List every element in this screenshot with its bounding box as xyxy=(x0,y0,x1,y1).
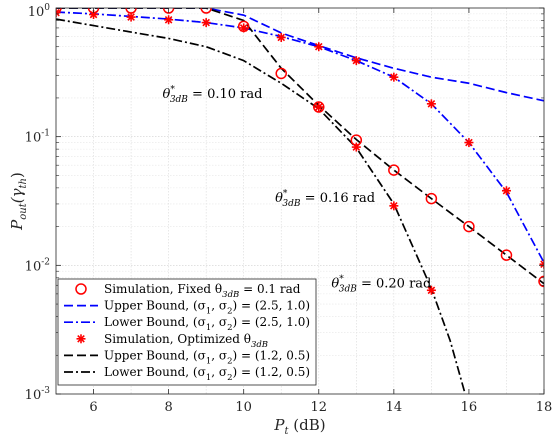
annotation: θ* 3dB = 0.20 rad xyxy=(331,275,431,295)
star-stroke xyxy=(314,103,323,111)
x-tick-label: 6 xyxy=(89,400,97,415)
star-marker xyxy=(501,186,511,196)
circle-marker xyxy=(313,101,325,113)
star-marker xyxy=(426,99,436,109)
star-stroke xyxy=(56,8,60,14)
star-marker xyxy=(351,142,361,152)
circle-marker xyxy=(275,67,287,80)
star-stroke xyxy=(502,186,511,195)
star-marker xyxy=(539,259,544,269)
star-marker xyxy=(314,42,324,52)
star-stroke xyxy=(352,56,361,65)
star-stroke xyxy=(390,202,398,210)
star-stroke xyxy=(202,18,210,27)
star-marker xyxy=(239,23,249,33)
star-stroke xyxy=(540,260,544,266)
star-stroke xyxy=(89,10,98,19)
y-tick-label: 10-3 xyxy=(25,386,51,403)
x-tick-label: 10 xyxy=(235,400,252,415)
legend-label: Simulation, Optimized θ3dB xyxy=(104,332,268,350)
star-marker xyxy=(389,201,399,211)
star-marker xyxy=(426,285,436,295)
legend-label: Upper Bound, (σ1, σ2) = (1.2, 0.5) xyxy=(104,348,310,366)
star-stroke xyxy=(56,11,60,17)
circle-marker xyxy=(500,249,513,261)
star-stroke xyxy=(390,73,398,81)
star-marker xyxy=(201,18,211,28)
star-stroke xyxy=(314,42,323,51)
legend-label: Lower Bound, (σ1, σ2) = (2.5, 1.0) xyxy=(104,315,310,333)
star-stroke xyxy=(77,334,85,343)
star-marker xyxy=(56,8,61,18)
star-marker xyxy=(126,12,136,22)
star-stroke xyxy=(127,13,135,21)
y-tick-label: 10-1 xyxy=(25,129,50,146)
star-stroke xyxy=(239,24,248,32)
star-stroke xyxy=(352,143,361,151)
y-axis-label: Pout(γth) xyxy=(8,172,29,231)
x-tick-label: 12 xyxy=(310,400,327,415)
axis-labels: Pt (dB) Pout(γth) xyxy=(8,172,326,437)
ticks: 6 8 10 12 14 16 18 10-3 10-2 10-1 100 xyxy=(25,3,552,415)
legend-symbol xyxy=(75,283,87,295)
circle-marker xyxy=(538,275,544,288)
y-tick-label: 10-2 xyxy=(25,257,50,274)
plot-frame xyxy=(55,7,545,395)
annotations: θ* 3dB = 0.10 rad θ* 3dB = 0.16 rad θ* 3dB = … xyxy=(162,85,431,295)
star-marker xyxy=(389,72,399,82)
circle-marker xyxy=(200,8,212,14)
star-stroke xyxy=(427,100,436,108)
legend-label: Simulation, Fixed θ3dB = 0.1 rad xyxy=(104,282,301,300)
star-marker xyxy=(351,56,361,66)
star-marker xyxy=(276,32,286,42)
legend-box xyxy=(57,278,317,386)
star-stroke xyxy=(465,138,473,147)
star-stroke xyxy=(427,286,436,295)
star-marker xyxy=(464,138,474,148)
y-tick-label: 100 xyxy=(28,3,51,20)
star-marker xyxy=(76,334,86,344)
legend-label: Upper Bound, (σ1, σ2) = (2.5, 1.0) xyxy=(104,299,310,317)
legend-label: Lower Bound, (σ1, σ2) = (1.2, 0.5) xyxy=(104,365,310,383)
annotation: θ* 3dB = 0.16 rad xyxy=(275,189,375,209)
star-marker xyxy=(164,15,174,25)
circle-marker xyxy=(425,192,438,205)
series-line xyxy=(56,11,544,264)
star-marker xyxy=(314,102,324,112)
x-axis-label: Pt (dB) xyxy=(273,416,325,437)
x-tick-label: 14 xyxy=(386,400,403,415)
circle-marker xyxy=(463,220,475,233)
x-tick-label: 18 xyxy=(536,400,552,415)
annotation: θ* 3dB = 0.10 rad xyxy=(162,85,262,105)
x-tick-label: 8 xyxy=(164,400,172,415)
circle-marker xyxy=(388,164,400,176)
star-stroke xyxy=(277,33,286,42)
star-stroke xyxy=(540,263,544,269)
star-stroke xyxy=(164,15,173,24)
x-tick-label: 16 xyxy=(461,400,478,415)
